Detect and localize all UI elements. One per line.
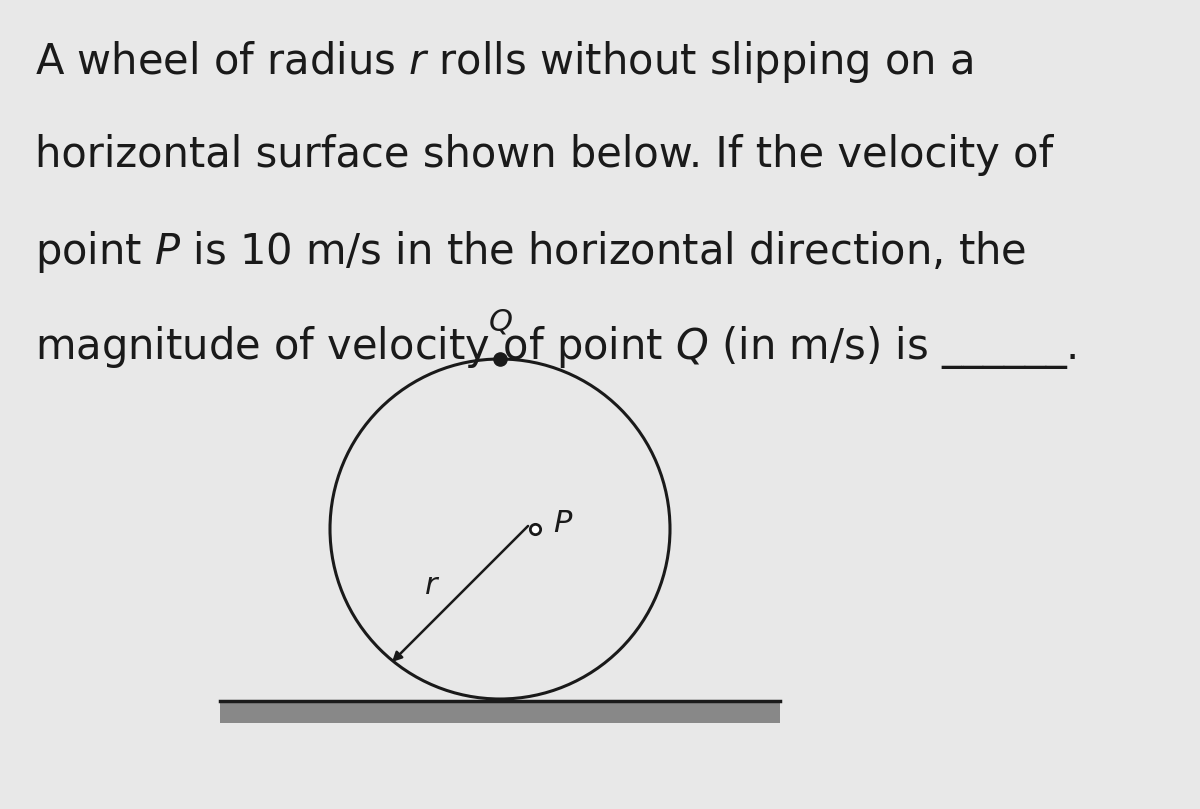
Text: $Q$: $Q$ (487, 308, 512, 337)
Text: point $P$ is 10 m/s in the horizontal direction, the: point $P$ is 10 m/s in the horizontal di… (35, 229, 1026, 275)
Bar (220, 701, 780, 723)
Text: A wheel of radius $r$ rolls without slipping on a: A wheel of radius $r$ rolls without slip… (35, 39, 973, 85)
Point (491, 353, 510, 366)
Text: $P$: $P$ (553, 510, 574, 539)
Text: horizontal surface shown below. If the velocity of: horizontal surface shown below. If the v… (35, 134, 1054, 176)
Text: magnitude of velocity of point $Q$ (in m/s) is ______.: magnitude of velocity of point $Q$ (in m… (35, 324, 1076, 371)
Point (526, 523, 545, 536)
Text: $r$: $r$ (424, 571, 440, 600)
